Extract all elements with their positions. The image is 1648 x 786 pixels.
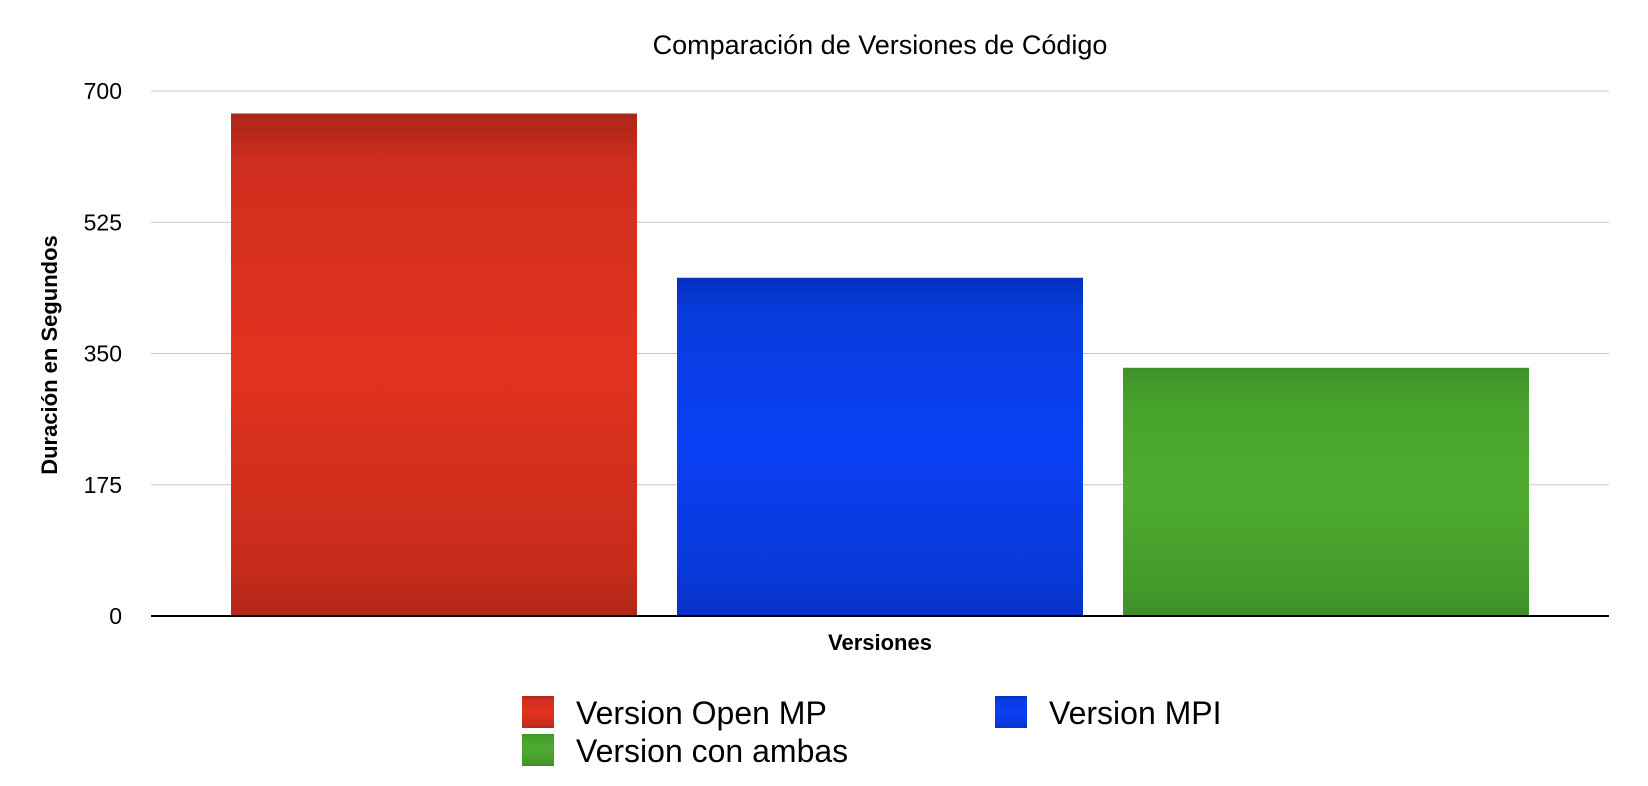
x-axis-label: Versiones xyxy=(828,630,932,655)
y-axis-ticks: 0 175 350 525 700 xyxy=(84,78,122,629)
legend-label: Version con ambas xyxy=(576,733,848,769)
chart-title: Comparación de Versiones de Código xyxy=(653,30,1108,60)
bar-version-mpi xyxy=(677,277,1083,616)
y-tick-label: 700 xyxy=(84,78,122,104)
bar-version-con-ambas xyxy=(1123,367,1529,616)
y-tick-label: 350 xyxy=(84,341,122,367)
y-tick-label: 175 xyxy=(84,472,122,498)
legend-label: Version Open MP xyxy=(576,695,827,731)
y-axis-label: Duración en Segundos xyxy=(37,235,62,475)
legend-label: Version MPI xyxy=(1049,695,1222,731)
bar-version-open-mp xyxy=(231,113,637,616)
legend-swatch xyxy=(995,696,1027,728)
y-tick-label: 0 xyxy=(109,603,122,629)
bars xyxy=(231,113,1529,616)
legend-swatch xyxy=(522,734,554,766)
legend-swatch xyxy=(522,696,554,728)
legend: Version Open MP Version MPI Version con am… xyxy=(522,695,1222,769)
y-tick-label: 525 xyxy=(84,209,122,235)
